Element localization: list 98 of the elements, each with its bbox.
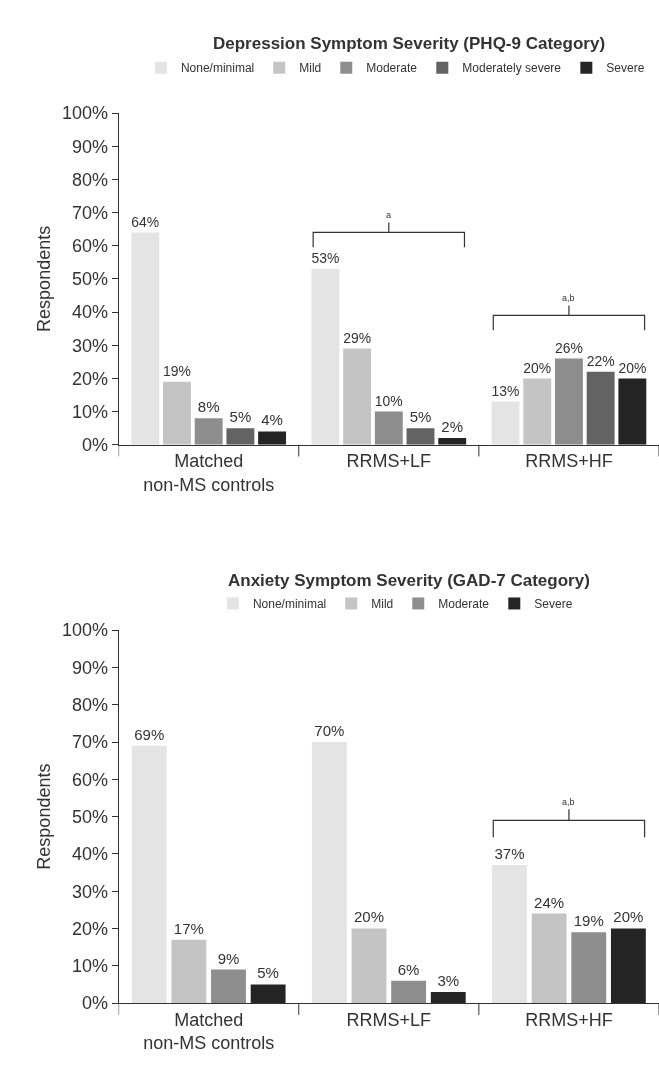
x-tick-label: RRMS+HF [525,451,613,472]
y-tick-label: 60% [71,236,109,257]
bar [131,745,167,1004]
y-tick-label: 20% [71,918,109,939]
x-tick-label: RRMS+LF [346,1009,432,1030]
data-label: 26% [555,339,583,356]
data-label: 17% [173,919,204,937]
y-tick-label: 90% [71,136,109,157]
y-tick-label: 80% [71,169,109,190]
y-tick-label: 30% [71,335,109,356]
bar [163,381,191,445]
bar [571,932,607,1004]
data-label: 5% [409,408,432,426]
data-label: 20% [618,359,647,376]
bar [492,865,527,1004]
bar [491,401,520,445]
y-tick-label: 10% [71,956,109,977]
bar [531,913,567,1004]
data-label: 6% [397,960,420,978]
legend-label: Moderate [366,61,418,76]
data-label: 5% [229,408,252,426]
y-tick-label: 0% [82,993,109,1014]
x-tick-label: RRMS+LF [346,451,432,472]
data-label: 10% [374,392,403,409]
data-label: 64% [131,213,160,230]
y-tick-label: 50% [71,269,109,290]
legend-label: Mild [299,61,322,76]
bar [258,431,287,445]
bar [438,438,467,445]
data-label: 9% [217,949,240,967]
data-label: 2% [441,418,464,436]
chart-title: Anxiety Symptom Severity (GAD-7 Category) [228,571,590,590]
data-label: 13% [491,382,520,399]
annotation: a [386,210,392,220]
y-tick-label: 50% [71,806,109,827]
bar [194,418,223,445]
y-tick-label: 20% [71,368,109,389]
bar [311,268,340,445]
x-tick-label: Matched non-MS controls [143,451,275,495]
annotation: a,b [562,797,575,807]
legend-label: Severe [606,61,645,76]
bar [406,428,435,445]
data-label: 20% [613,908,644,926]
y-tick-label: 100% [61,103,109,124]
y-tick-label: 10% [71,401,109,422]
data-label: 53% [311,250,340,267]
y-tick-label: 40% [71,302,109,323]
bar [523,378,552,445]
data-label: 19% [573,912,604,930]
data-label: 29% [343,329,372,346]
y-tick-label: 70% [71,202,109,223]
chart-title: Depression Symptom Severity (PHQ-9 Category) [213,34,606,53]
bar [171,939,207,1004]
data-label: 8% [197,398,220,416]
bar [211,969,246,1004]
bar [374,411,403,445]
bar [430,991,466,1004]
data-label: 4% [261,411,283,429]
data-label: 20% [353,908,385,926]
bar [618,378,647,445]
data-label: 22% [586,352,615,369]
x-tick-label: Matched non-MS controls [143,1009,275,1054]
data-label: 20% [523,359,552,376]
bar [351,928,387,1004]
y-tick-label: 80% [71,695,109,716]
y-tick-label: 70% [71,732,109,753]
data-label: 37% [494,845,525,863]
bar [610,928,646,1004]
data-label: 5% [257,964,279,982]
y-axis-title: Respondents [34,225,55,332]
y-tick-label: 0% [82,435,109,456]
bar [250,984,286,1004]
bar [343,348,372,445]
y-tick-label: 40% [71,844,109,865]
bar [131,232,160,445]
y-tick-label: 90% [71,657,109,678]
bar [554,358,583,445]
legend-label: Severe [534,597,573,612]
annotation: a,b [562,293,575,303]
data-label: 19% [163,362,191,379]
data-label: 70% [314,722,345,740]
data-label: 24% [534,893,565,911]
x-tick-label: RRMS+HF [525,1009,613,1030]
y-tick-label: 100% [61,620,109,641]
bar [586,371,615,445]
y-tick-label: 60% [71,769,109,790]
data-label: 3% [437,971,460,989]
legend-label: None/minimal [252,597,327,612]
bar [311,742,347,1004]
data-label: 69% [134,725,165,743]
legend-label: Moderate [438,597,490,612]
legend-label: Mild [371,597,394,612]
y-axis-title: Respondents [34,763,55,870]
y-tick-label: 30% [71,881,109,902]
bar [226,428,255,445]
legend-label: None/minimal [180,61,255,76]
legend-label: Moderately severe [462,61,562,76]
bar [391,980,427,1004]
